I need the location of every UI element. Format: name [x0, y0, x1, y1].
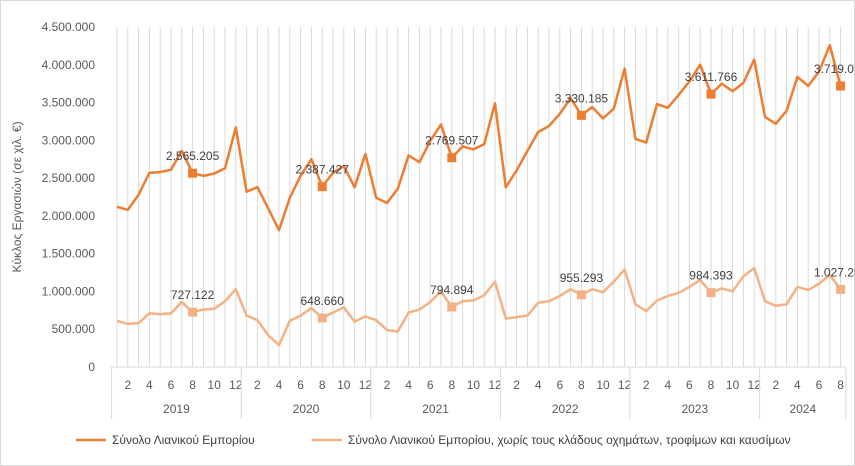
x-tick-label: 8: [837, 378, 844, 392]
x-tick-label: 2: [254, 378, 261, 392]
data-label: 727.122: [171, 288, 215, 302]
data-marker: [447, 153, 457, 163]
data-marker: [706, 89, 716, 99]
x-tick-label: 12: [359, 378, 373, 392]
data-marker: [836, 284, 846, 294]
data-label: 794.894: [430, 283, 474, 297]
y-axis: 0 500.000 1.000.000 1.500.000 2.000.000 2.500…: [42, 20, 96, 374]
y-tick-label: 4.000.000: [42, 58, 96, 72]
x-tick-label: 2: [384, 378, 391, 392]
y-tick-label: 3.500.000: [42, 96, 96, 110]
y-tick-label: 1.500.000: [42, 247, 96, 261]
y-tick-label: 4.500.000: [42, 20, 96, 34]
x-tick-label: 4: [146, 378, 153, 392]
x-year-label: 2024: [789, 402, 816, 416]
x-tick-label: 10: [726, 378, 740, 392]
x-tick-label: 10: [467, 378, 481, 392]
data-label: 2.769.507: [425, 134, 479, 148]
data-label: 955.293: [560, 271, 604, 285]
data-marker: [188, 307, 198, 317]
y-tick-label: 0: [88, 360, 95, 374]
x-tick-label: 2: [513, 378, 520, 392]
x-tick-label: 4: [664, 378, 671, 392]
x-tick-label: 8: [708, 378, 715, 392]
x-tick-label: 2: [772, 378, 779, 392]
series-line: [116, 266, 842, 347]
data-label: 648.660: [301, 294, 345, 308]
y-axis-title: Κύκλος Εργασιών (σε χιλ. €): [10, 121, 24, 272]
data-label: 3.330.185: [555, 91, 609, 105]
x-tick-label: 10: [337, 378, 351, 392]
x-tick-label: 10: [596, 378, 610, 392]
x-tick-label: 12: [488, 378, 502, 392]
x-year-label: 2023: [681, 402, 708, 416]
data-marker: [706, 288, 716, 298]
x-tick-label: 8: [319, 378, 326, 392]
x-tick-label: 8: [189, 378, 196, 392]
x-year-label: 2022: [552, 402, 579, 416]
x-tick-label: 2: [643, 378, 650, 392]
x-tick-label: 8: [578, 378, 585, 392]
x-tick-label: 6: [168, 378, 175, 392]
y-tick-label: 2.000.000: [42, 209, 96, 223]
x-tick-label: 4: [535, 378, 542, 392]
legend: Σύνολο Λιανικού Εμπορίου Σύνολο Λιανικού …: [76, 433, 791, 447]
legend-label: Σύνολο Λιανικού Εμπορίου: [112, 433, 255, 447]
x-tick-label: 2: [124, 378, 131, 392]
y-tick-label: 1.000.000: [42, 284, 96, 298]
data-marker: [836, 81, 846, 91]
data-label: 984.393: [689, 269, 733, 283]
data-label: 3.719.079: [814, 62, 855, 76]
data-label: 2.565.205: [166, 149, 220, 163]
y-tick-label: 500.000: [52, 322, 96, 336]
x-tick-label: 12: [229, 378, 243, 392]
x-year-label: 2020: [293, 402, 320, 416]
x-tick-label: 6: [556, 378, 563, 392]
x-tick-label: 4: [405, 378, 412, 392]
data-marker: [576, 110, 586, 120]
x-tick-label: 6: [297, 378, 304, 392]
data-marker: [317, 313, 327, 323]
x-tick-label: 8: [448, 378, 455, 392]
x-year-label: 2019: [163, 402, 190, 416]
data-marker: [447, 302, 457, 312]
legend-label: Σύνολο Λιανικού Εμπορίου, χωρίς τους κλά…: [348, 433, 791, 447]
x-year-label: 2021: [422, 402, 449, 416]
vertical-gridlines: [116, 27, 842, 367]
data-marker: [188, 168, 198, 178]
x-tick-label: 12: [748, 378, 762, 392]
data-label: 3.611.766: [685, 70, 738, 84]
x-tick-label: 6: [427, 378, 434, 392]
y-tick-label: 3.000.000: [42, 133, 96, 147]
data-marker: [317, 182, 327, 192]
x-tick-label: 12: [618, 378, 632, 392]
data-label: 2.387.427: [296, 163, 350, 177]
x-tick-label: 6: [686, 378, 693, 392]
x-tick-label: 6: [816, 378, 823, 392]
x-tick-label: 10: [208, 378, 222, 392]
data-label: 1.027.258: [814, 265, 855, 279]
data-marker: [576, 290, 586, 300]
series-line: [116, 43, 842, 232]
y-tick-label: 2.500.000: [42, 171, 96, 185]
x-tick-label: 4: [794, 378, 801, 392]
series-lines: 2.565.205 2.387.427 2.769.507 3.330.185 3.61…: [116, 43, 855, 347]
x-tick-label: 4: [276, 378, 283, 392]
